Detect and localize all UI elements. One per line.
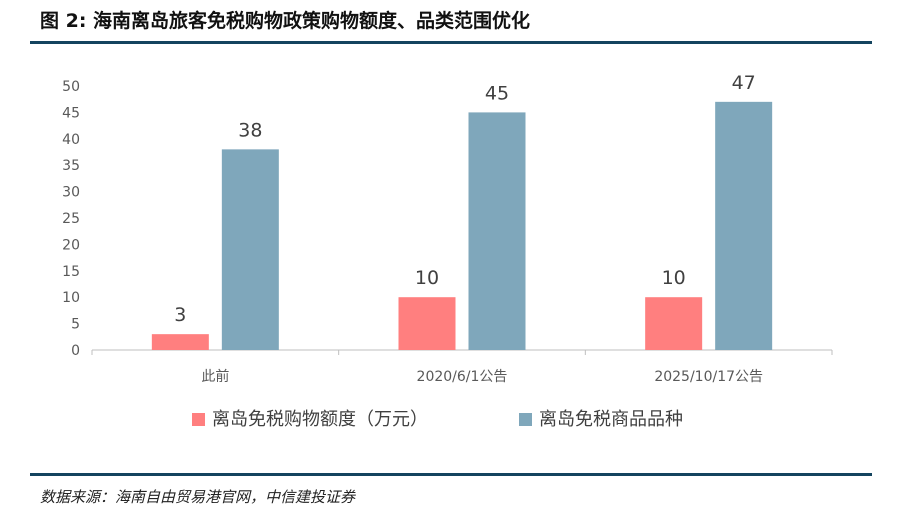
data-label: 10: [415, 267, 439, 289]
legend-label: 离岛免税购物额度（万元）: [212, 409, 428, 430]
bar-chart: 0 5 10 15 20 25 30 35 40 45 50 3 38 此前 10 45 2020/6/1公告 1…: [62, 72, 833, 430]
y-tick-label: 35: [62, 158, 80, 174]
y-tick-label: 50: [62, 79, 80, 95]
y-tick-label: 10: [62, 290, 80, 306]
bar: [645, 297, 703, 350]
data-label: 45: [485, 82, 509, 104]
data-label: 10: [662, 267, 686, 289]
legend-swatch: [519, 413, 532, 426]
bar: [468, 112, 526, 351]
bar: [398, 297, 456, 350]
data-label: 3: [174, 304, 186, 326]
x-tick-label: 2020/6/1公告: [417, 369, 508, 385]
y-tick-label: 40: [62, 132, 80, 148]
y-tick-label: 45: [62, 105, 80, 121]
x-tick-label: 2025/10/17公告: [654, 369, 763, 385]
source-note: 数据来源：海南自由贸易港官网，中信建投证券: [40, 488, 356, 506]
data-label: 38: [238, 119, 262, 141]
y-tick-label: 0: [71, 343, 80, 359]
bar: [715, 101, 773, 350]
y-tick-label: 15: [62, 264, 80, 280]
data-label: 47: [732, 72, 756, 94]
figure-title: 图 2: 海南离岛旅客免税购物政策购物额度、品类范围优化: [40, 10, 531, 32]
y-tick-label: 20: [62, 237, 80, 253]
x-tick-label: 此前: [201, 368, 229, 385]
footer-divider: [30, 473, 872, 476]
y-tick-label: 5: [71, 317, 80, 333]
legend-label: 离岛免税商品品种: [539, 409, 683, 430]
legend-swatch: [192, 413, 205, 426]
bar: [151, 334, 209, 350]
y-tick-label: 25: [62, 211, 80, 227]
title-divider: [30, 41, 872, 44]
bar: [221, 149, 279, 350]
y-tick-label: 30: [62, 185, 80, 201]
